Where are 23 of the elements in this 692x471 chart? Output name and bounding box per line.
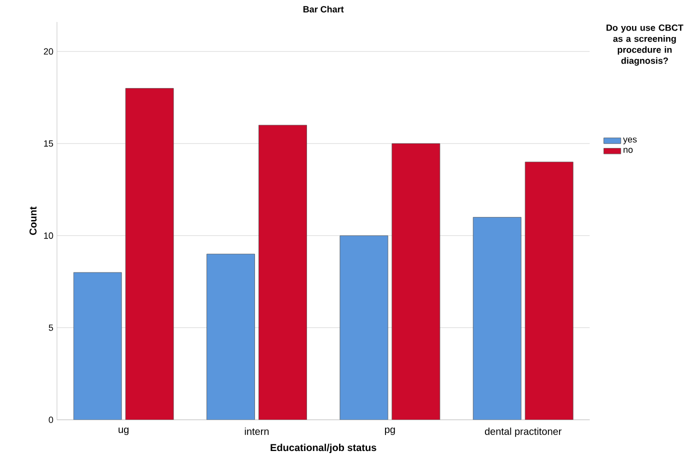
bar [258, 125, 307, 420]
y-tick-label: 10 [44, 232, 54, 239]
bar [125, 88, 174, 420]
y-tick-label: 15 [44, 140, 54, 147]
y-tick-label: 0 [48, 416, 54, 424]
chart-title: Bar Chart [303, 6, 344, 13]
x-tick-label: dental practitoner [484, 428, 562, 438]
bar [73, 272, 122, 420]
legend-label: no [624, 148, 633, 153]
bar [472, 217, 522, 420]
x-axis-title: Educational/job status [270, 444, 376, 454]
bar [340, 236, 388, 420]
x-tick-label: pg [385, 428, 395, 436]
legend-title: Do you use CBCT as a screening procedure in diagnosis? [606, 24, 684, 66]
bar [206, 254, 255, 420]
y-axis-title: Count [30, 206, 37, 236]
x-tick-label: ug [118, 428, 128, 436]
legend-label: yes [623, 138, 637, 144]
y-tick-label: 20 [44, 48, 54, 55]
y-tick-label: 5 [48, 324, 54, 331]
x-tick-label: intern [244, 428, 269, 436]
bar [392, 143, 440, 420]
bar [524, 162, 574, 420]
